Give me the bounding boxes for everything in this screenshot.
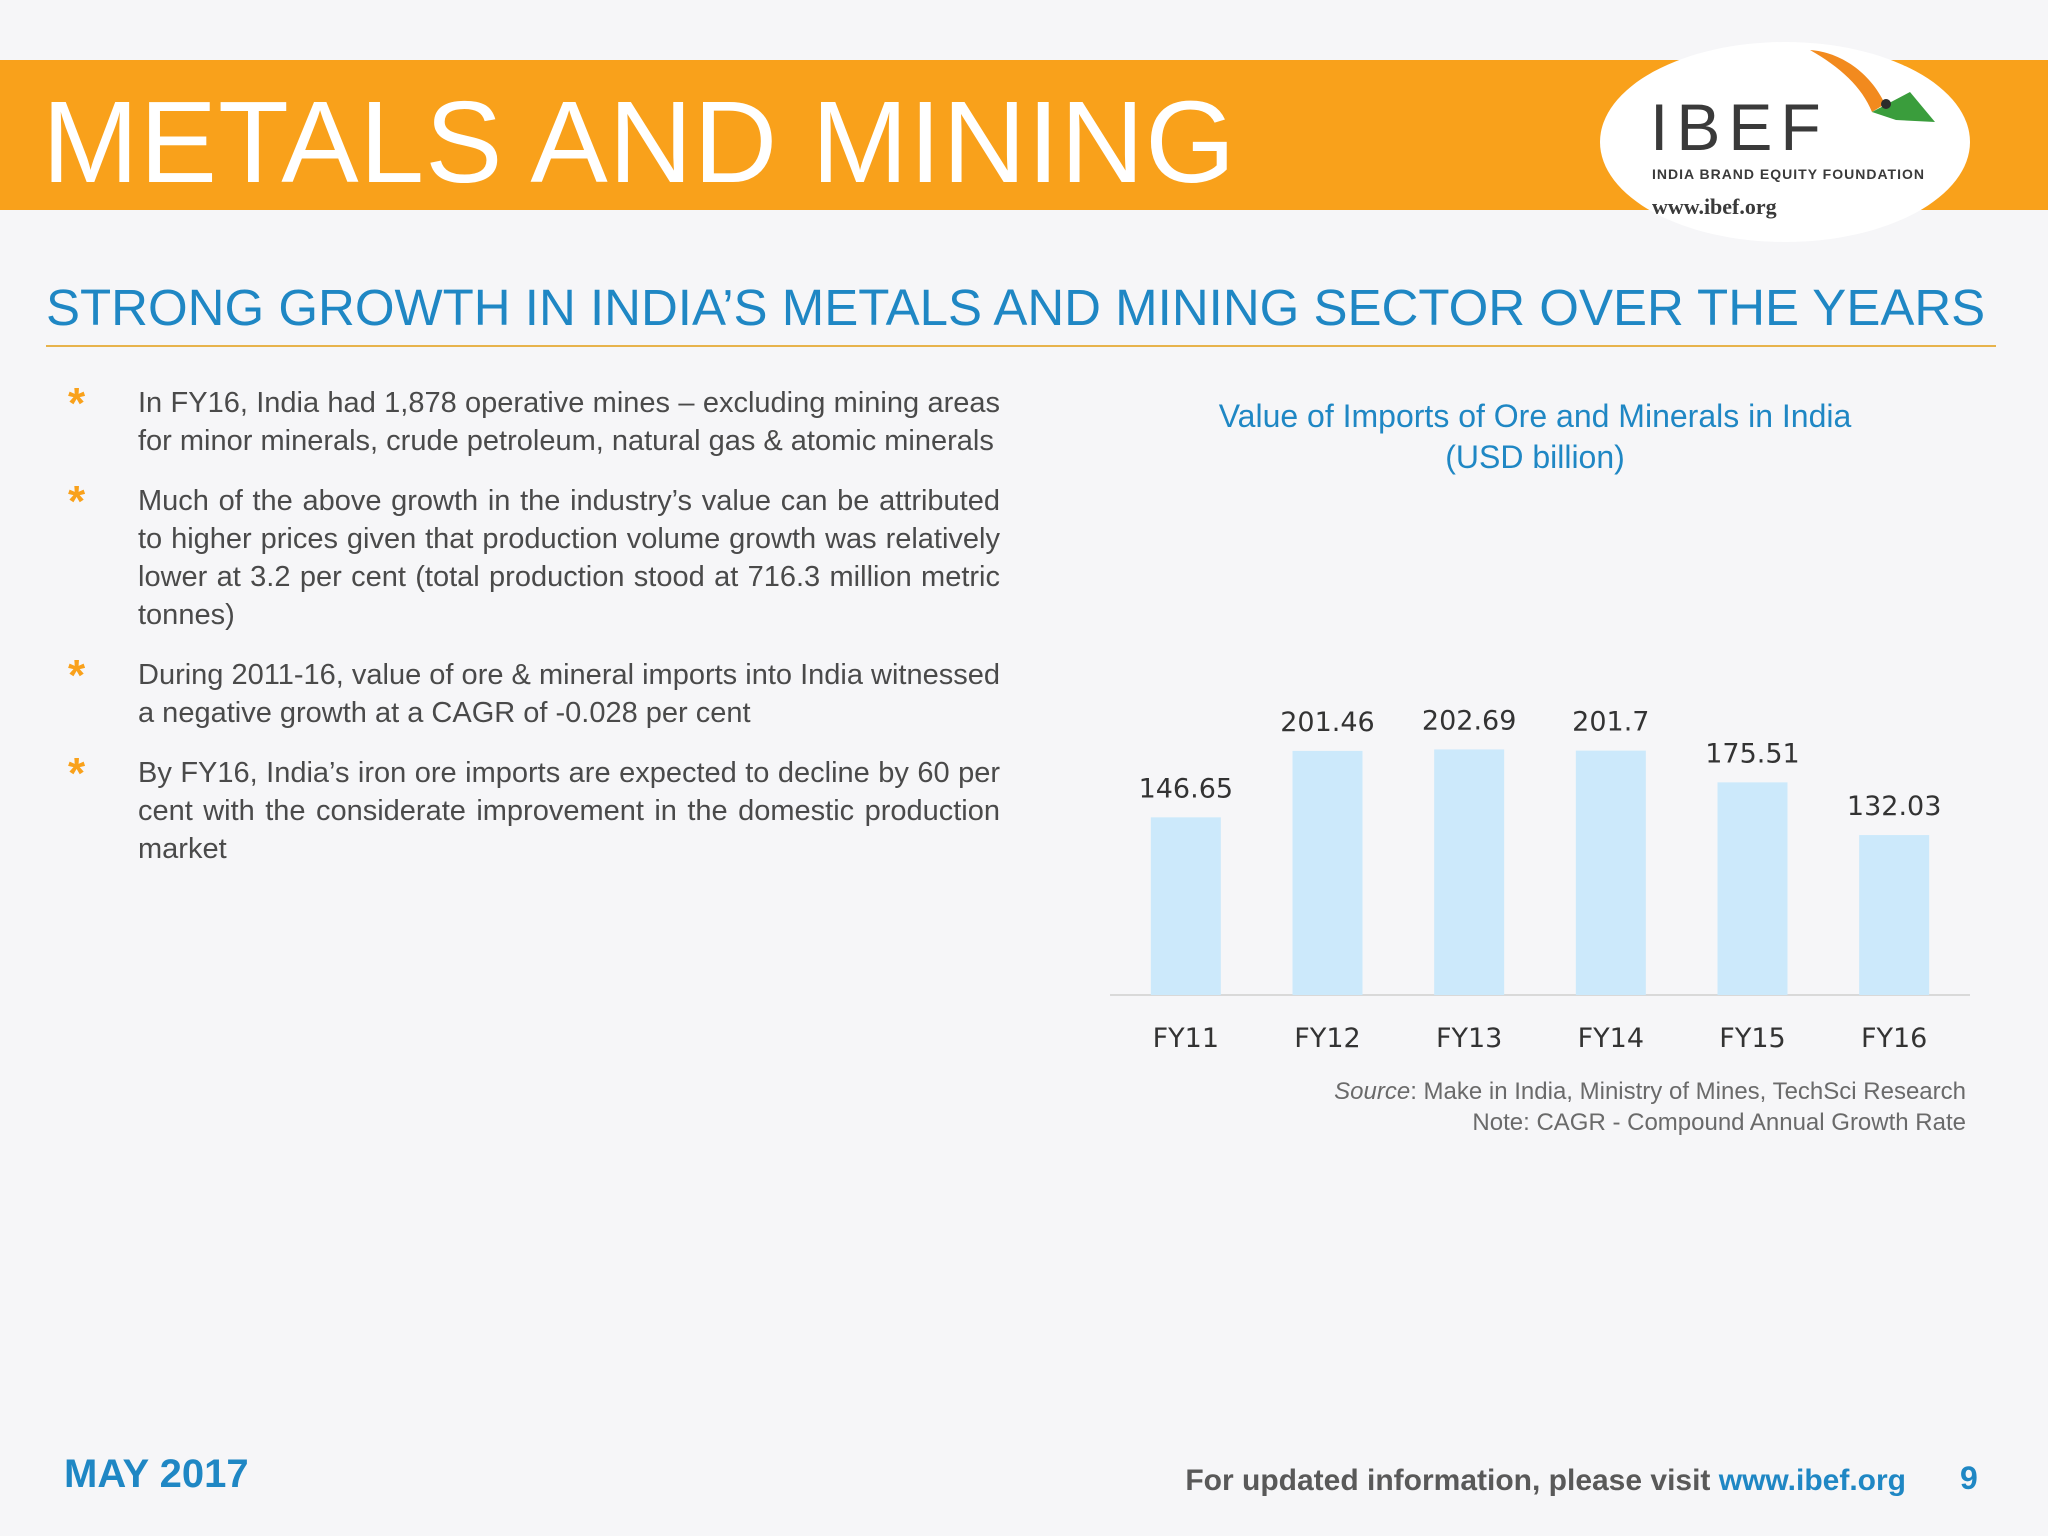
data-label: 202.69 xyxy=(1422,705,1516,736)
bullet-text: Much of the above growth in the industry… xyxy=(138,485,1000,631)
bullet-item: * During 2011-16, value of ore & mineral… xyxy=(60,651,1000,732)
bar-fy12 xyxy=(1292,750,1363,995)
asterisk-icon: * xyxy=(68,379,86,428)
bar-fy13 xyxy=(1434,749,1505,995)
source-note: Source: Make in India, Ministry of Mines… xyxy=(1150,1076,1966,1138)
x-tick-label: FY13 xyxy=(1436,1023,1502,1054)
chart-title-line1: Value of Imports of Ore and Minerals in … xyxy=(1218,398,1852,434)
bullet-item: * Much of the above growth in the indust… xyxy=(60,477,1000,634)
bullet-list: * In FY16, India had 1,878 operative min… xyxy=(60,379,1000,890)
footer-date: MAY 2017 xyxy=(64,1452,249,1496)
bar-fy15 xyxy=(1717,782,1788,995)
heading-divider xyxy=(46,345,1996,347)
bullet-item: * By FY16, India’s iron ore imports are … xyxy=(60,749,1000,868)
bird-icon xyxy=(1810,50,1935,122)
logo-url[interactable]: www.ibef.org xyxy=(1652,194,1777,219)
page-title: METALS AND MINING xyxy=(42,77,1237,207)
logo-subtitle: INDIA BRAND EQUITY FOUNDATION xyxy=(1652,166,1925,182)
x-tick-label: FY16 xyxy=(1861,1023,1927,1054)
x-tick-label: FY12 xyxy=(1294,1023,1360,1054)
footer-visit: For updated information, please visit ww… xyxy=(1120,1464,1906,1498)
data-label: 201.46 xyxy=(1280,707,1374,738)
bullet-text: In FY16, India had 1,878 operative mines… xyxy=(138,387,1000,457)
bar-fy11 xyxy=(1150,817,1221,995)
data-label: 146.65 xyxy=(1139,773,1233,804)
data-label: 132.03 xyxy=(1847,791,1941,822)
source-text: : Make in India, Ministry of Mines, Tech… xyxy=(1410,1078,1966,1105)
section-heading: STRONG GROWTH IN INDIA’S METALS AND MINI… xyxy=(46,279,1986,336)
ibef-logo: IBEF INDIA BRAND EQUITY FOUNDATION www.i… xyxy=(1600,42,1970,242)
footer-link[interactable]: www.ibef.org xyxy=(1718,1464,1906,1497)
x-tick-label: FY14 xyxy=(1578,1023,1644,1054)
bar-fy16 xyxy=(1859,835,1930,995)
footer-visit-text: For updated information, please visit xyxy=(1185,1464,1719,1497)
page-number: 9 xyxy=(1960,1460,1978,1496)
asterisk-icon: * xyxy=(68,749,86,798)
cagr-note: Note: CAGR - Compound Annual Growth Rate xyxy=(1472,1109,1966,1136)
bullet-text: During 2011-16, value of ore & mineral i… xyxy=(138,659,1000,729)
asterisk-icon: * xyxy=(68,477,86,526)
bar-fy14 xyxy=(1575,750,1646,995)
chart-title: Value of Imports of Ore and Minerals in … xyxy=(1130,396,1940,478)
chart-title-line2: (USD billion) xyxy=(1445,439,1625,475)
source-label: Source xyxy=(1334,1078,1411,1105)
data-label: 201.7 xyxy=(1572,707,1649,738)
asterisk-icon: * xyxy=(68,651,86,700)
logo-text: IBEF xyxy=(1650,90,1829,164)
bullet-text: By FY16, India’s iron ore imports are ex… xyxy=(138,757,1000,865)
bullet-item: * In FY16, India had 1,878 operative min… xyxy=(60,379,1000,460)
x-tick-label: FY11 xyxy=(1153,1023,1219,1054)
imports-bar-chart: 146.65 FY11 201.46 FY12 202.69 FY13 201.7 FY14 1… xyxy=(1110,705,1970,1054)
data-label: 175.51 xyxy=(1705,738,1799,769)
x-tick-label: FY15 xyxy=(1719,1023,1785,1054)
